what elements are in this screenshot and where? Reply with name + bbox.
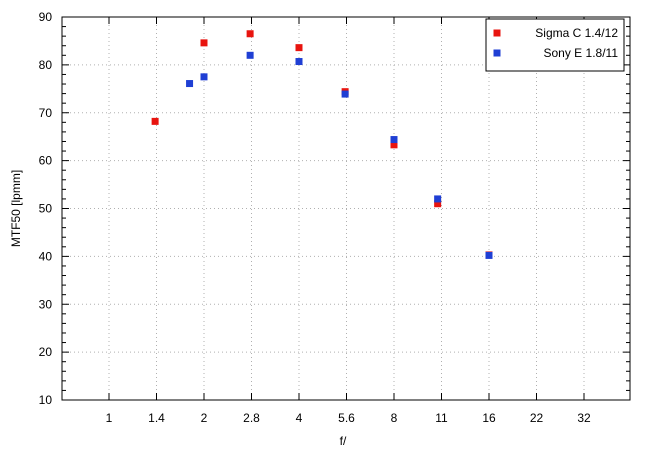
point-series-1: [246, 30, 254, 38]
point-series-1: [434, 200, 442, 208]
x-tick-label: 16: [482, 411, 496, 425]
x-tick-label: 1: [106, 411, 113, 425]
grid-lines: [62, 17, 630, 400]
y-tick-label: 40: [39, 249, 53, 263]
point-series-2: [485, 251, 493, 259]
x-tick-label: 5.6: [338, 411, 355, 425]
point-series-1: [390, 141, 398, 149]
x-tick-label: 11: [435, 411, 448, 425]
legend-box: [485, 18, 625, 72]
y-tick-label: 50: [39, 202, 53, 216]
point-series-1: [295, 44, 303, 52]
legend: Sigma C 1.4/12 Sony E 1.8/11: [485, 18, 625, 72]
x-tick-label: 4: [296, 411, 303, 425]
point-series-2: [434, 195, 442, 203]
x-axis-label: f/: [340, 434, 347, 448]
y-tick-label: 70: [39, 106, 53, 120]
legend-marker-1: [493, 29, 501, 37]
point-series-2: [341, 90, 349, 98]
y-tick-label: 20: [39, 345, 53, 359]
point-series-1: [151, 117, 159, 125]
y-tick-label: 30: [39, 297, 53, 311]
x-tick-label: 22: [530, 411, 544, 425]
legend-label-2: Sony E 1.8/11: [544, 46, 619, 60]
x-tick-label: 2: [201, 411, 208, 425]
y-tick-label: 10: [39, 393, 53, 407]
axis-ticks: 10 20 30 40 50 60 70 80 90 1 1.4 2 2.8 4 5.6 8 11 16 22 32: [39, 10, 630, 425]
point-series-2: [200, 73, 208, 81]
data-points: [151, 30, 493, 259]
x-tick-label: 2.8: [243, 411, 260, 425]
y-tick-label: 60: [39, 154, 53, 168]
legend-marker-2: [493, 49, 501, 57]
point-series-2: [295, 58, 303, 66]
y-tick-label: 80: [39, 58, 53, 72]
legend-label-1: Sigma C 1.4/12: [535, 26, 618, 40]
point-series-2: [390, 136, 398, 144]
x-tick-label: 32: [577, 411, 591, 425]
y-axis-label: MTF50 [lpmm]: [9, 170, 23, 247]
point-series-2: [246, 51, 254, 59]
x-tick-label: 1.4: [148, 411, 165, 425]
x-tick-label: 8: [391, 411, 398, 425]
y-tick-label: 90: [39, 10, 53, 24]
point-series-2: [186, 80, 194, 88]
point-series-1: [200, 39, 208, 47]
